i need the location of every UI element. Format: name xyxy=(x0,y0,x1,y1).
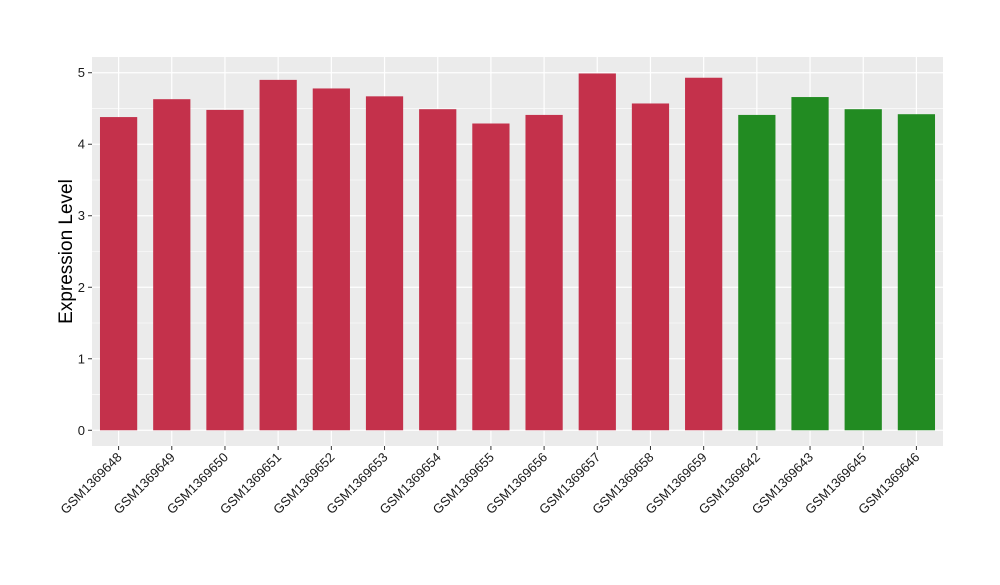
bar-GSM1369650 xyxy=(206,109,244,431)
x-axis: GSM1369648GSM1369649GSM1369650GSM1369651… xyxy=(57,446,923,517)
bar-GSM1369646 xyxy=(897,114,936,431)
y-tick-label: 5 xyxy=(78,65,85,80)
y-tick-label: 0 xyxy=(78,423,85,438)
y-tick-label: 4 xyxy=(78,137,85,152)
bar-GSM1369655 xyxy=(472,123,510,431)
bar-GSM1369653 xyxy=(365,96,404,431)
y-axis-label: Expression Level xyxy=(56,179,77,324)
bar-GSM1369645 xyxy=(844,109,882,431)
y-tick-label: 1 xyxy=(78,351,85,366)
bar-GSM1369652 xyxy=(312,88,350,431)
bar-GSM1369656 xyxy=(525,114,563,431)
bar-GSM1369649 xyxy=(153,99,191,431)
y-tick-label: 3 xyxy=(78,208,85,223)
bar-GSM1369648 xyxy=(99,117,138,431)
bar-GSM1369643 xyxy=(791,97,829,431)
y-axis: 0 1 2 3 4 5 xyxy=(78,65,92,438)
bar-GSM1369642 xyxy=(738,114,776,431)
bar-GSM1369659 xyxy=(685,77,723,431)
bar-GSM1369657 xyxy=(578,73,616,431)
bar-GSM1369658 xyxy=(631,103,670,431)
bar-GSM1369654 xyxy=(419,109,457,431)
y-tick-label: 2 xyxy=(78,280,85,295)
bars xyxy=(99,73,936,431)
bar-GSM1369651 xyxy=(259,79,297,431)
